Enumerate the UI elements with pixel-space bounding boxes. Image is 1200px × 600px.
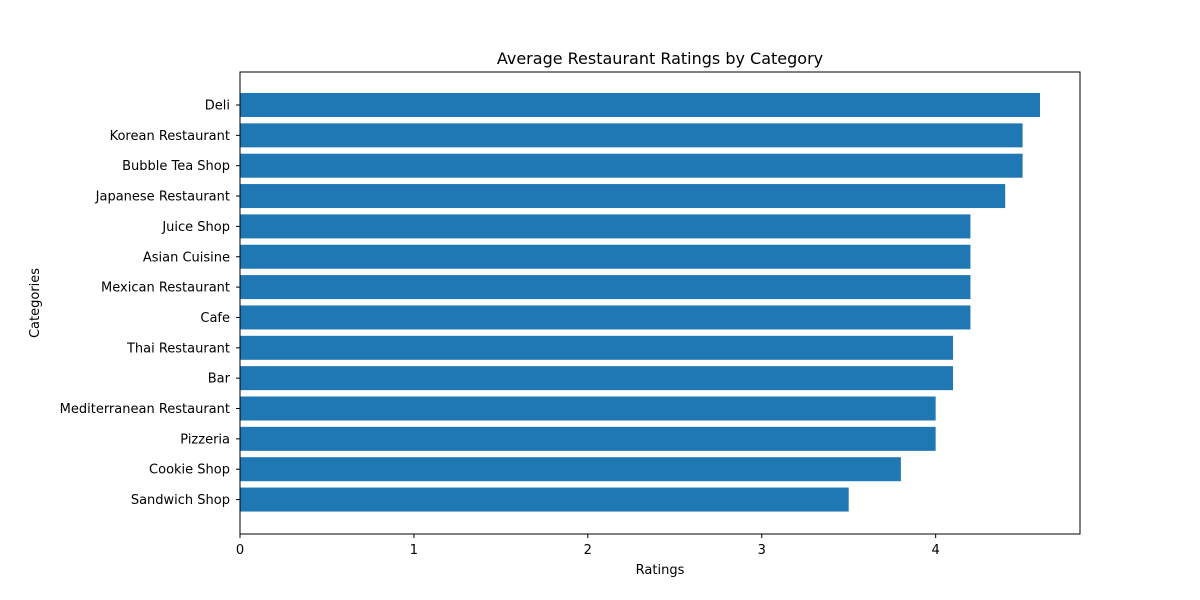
y-tick-label: Cafe [200, 311, 230, 326]
bar [240, 366, 954, 391]
chart-title: Average Restaurant Ratings by Category [497, 49, 823, 68]
bar [240, 275, 971, 300]
plot-frame [239, 71, 1081, 535]
x-axis-label: Ratings [636, 563, 685, 578]
bar [240, 184, 1006, 209]
bar [240, 214, 971, 239]
y-tick-label: Thai Restaurant [126, 341, 230, 356]
bar [240, 457, 901, 482]
y-tick-label: Mexican Restaurant [101, 281, 230, 296]
y-tick-label: Asian Cuisine [143, 250, 230, 265]
y-tick-label: Bubble Tea Shop [122, 159, 230, 174]
bar [240, 396, 936, 421]
bar [240, 123, 1023, 148]
bar [240, 244, 971, 269]
y-axis-label: Categories [28, 268, 43, 338]
x-axis-ticks: 0 1 2 3 4 [236, 534, 940, 558]
bar [240, 93, 1040, 117]
x-tick-label: 3 [758, 543, 766, 558]
x-tick-label: 4 [932, 543, 940, 558]
bar [240, 153, 1023, 178]
y-tick-label: Deli [205, 99, 230, 114]
bar [240, 426, 936, 451]
bar [240, 487, 849, 512]
y-tick-label: Japanese Restaurant [95, 190, 230, 205]
y-axis-ticks: Deli Korean Restaurant Bubble Tea Shop Japa… [60, 99, 240, 508]
bar [240, 335, 954, 360]
x-tick-label: 1 [410, 543, 418, 558]
y-tick-label: Cookie Shop [149, 463, 230, 478]
bar [240, 305, 971, 330]
x-tick-label: 0 [236, 543, 244, 558]
bars-group [240, 93, 1040, 512]
x-tick-label: 2 [584, 543, 592, 558]
y-tick-label: Bar [208, 372, 231, 387]
y-tick-label: Mediterranean Restaurant [60, 402, 230, 417]
y-tick-label: Pizzeria [180, 432, 230, 447]
y-tick-label: Juice Shop [161, 220, 230, 235]
y-tick-label: Korean Restaurant [110, 129, 230, 144]
y-tick-label: Sandwich Shop [131, 493, 230, 508]
